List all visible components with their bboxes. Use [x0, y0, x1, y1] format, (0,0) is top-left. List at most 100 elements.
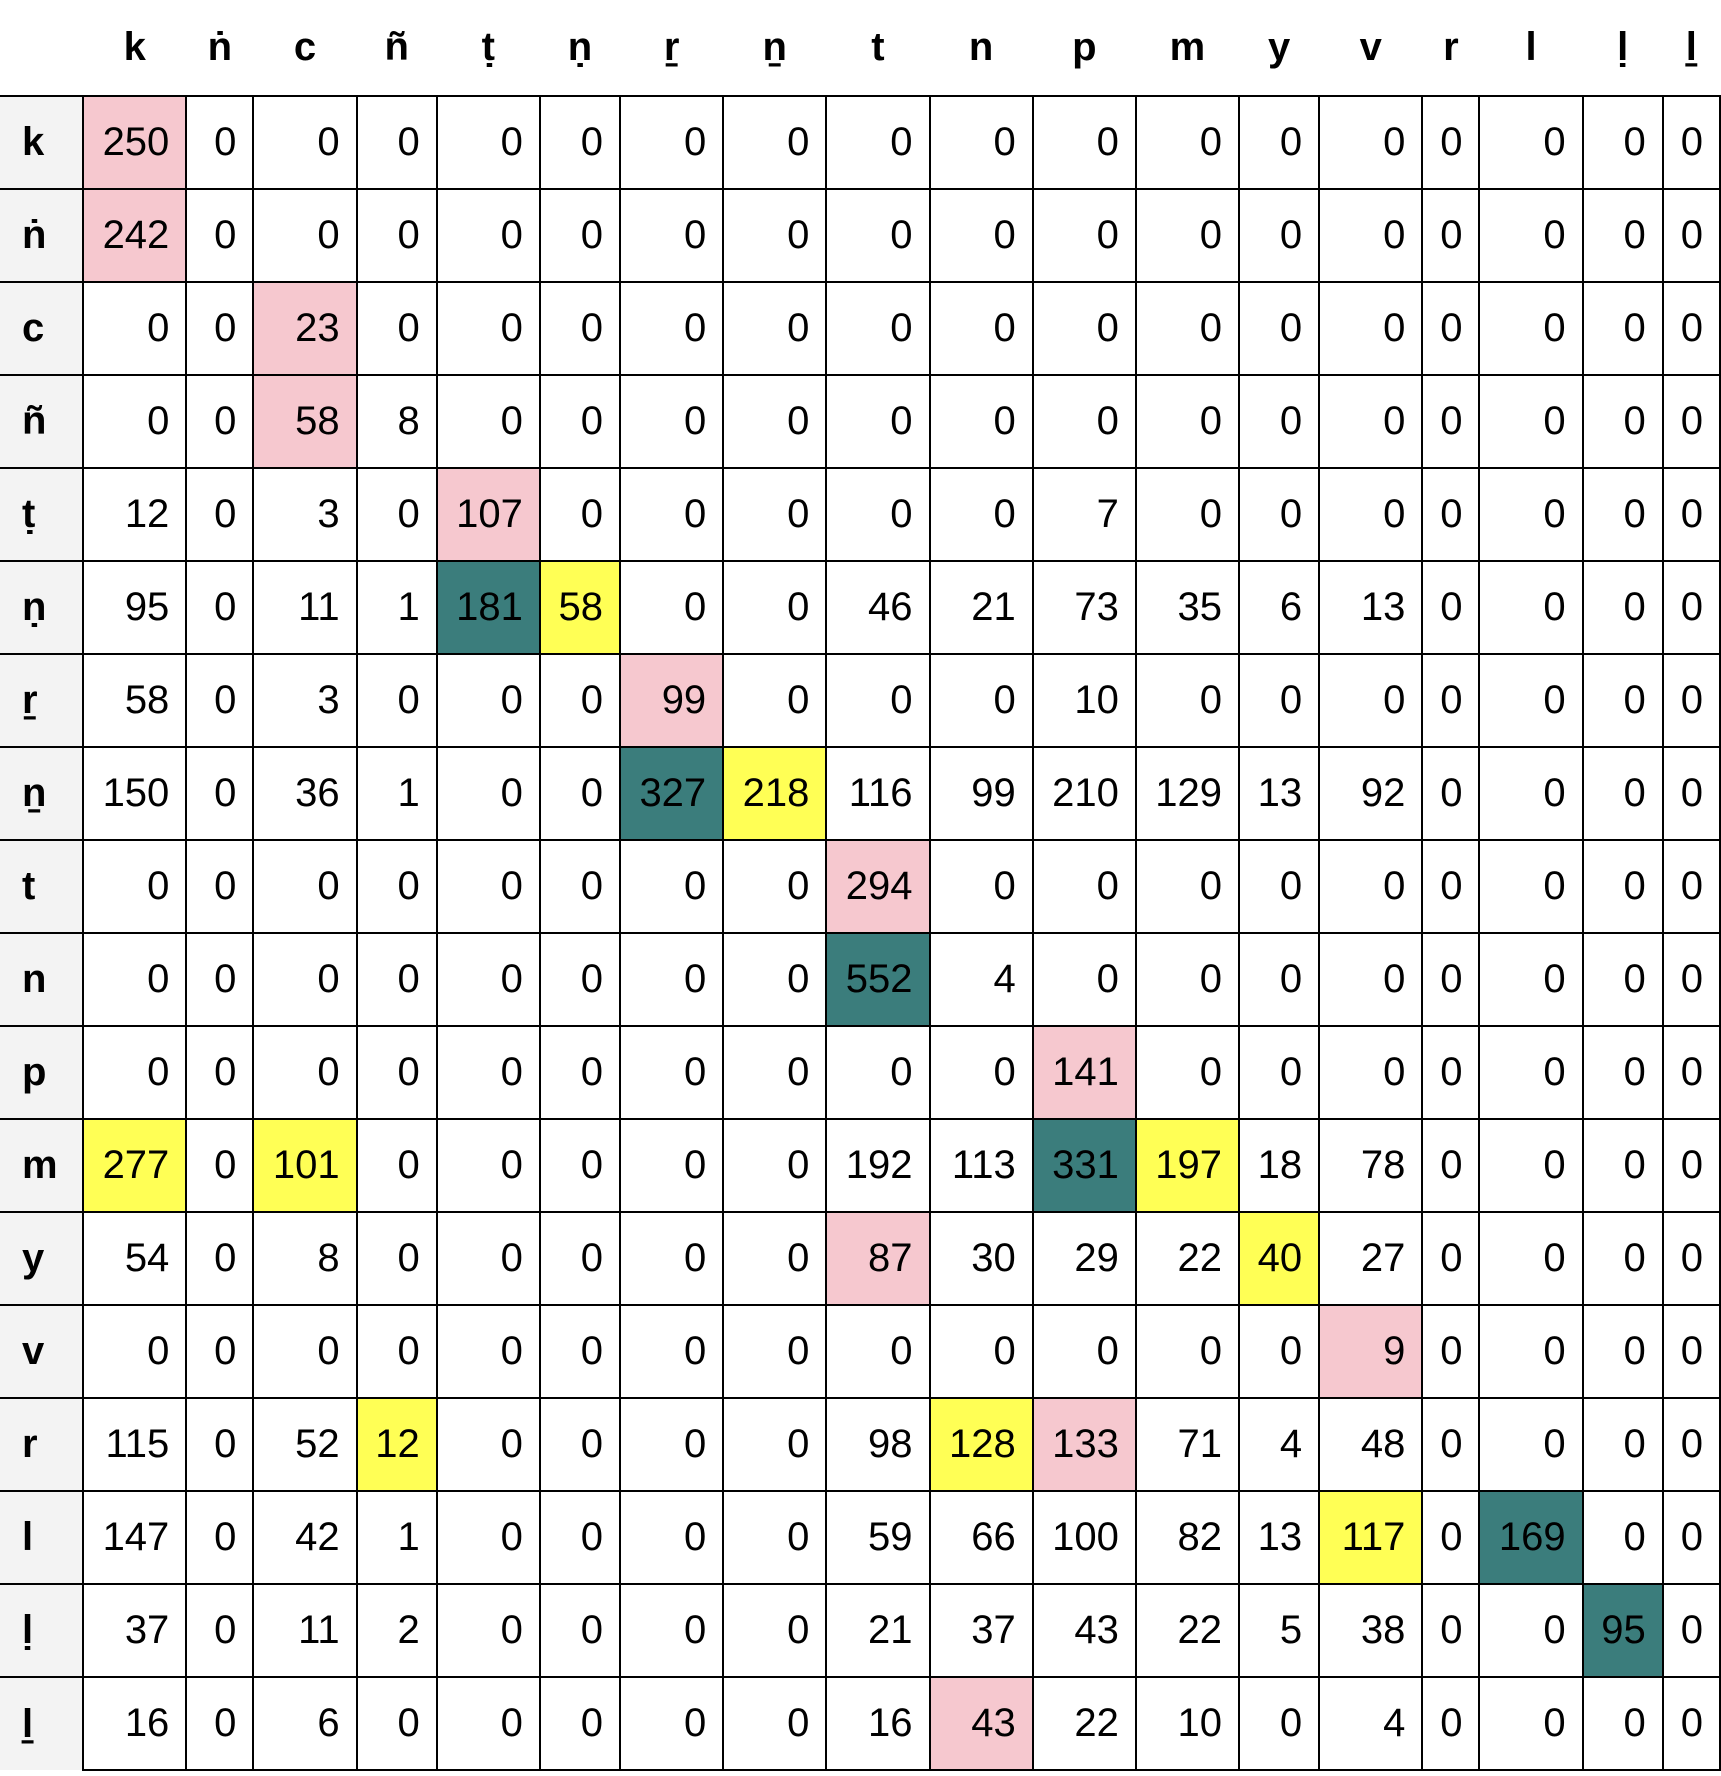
table-row: p 0 0 0 0 0 0 0 0 0 0 141 0 0 0 0 0 0 0: [0, 1025, 1721, 1120]
matrix-cell: 0: [619, 1211, 725, 1306]
matrix-cell: 0: [185, 1304, 255, 1399]
matrix-cell: 0: [538, 1676, 622, 1771]
matrix-cell: 210: [1031, 746, 1137, 841]
row-header: c: [0, 281, 84, 375]
matrix-cell: 331: [1031, 1118, 1137, 1213]
matrix-cell: 0: [1478, 932, 1584, 1027]
matrix-cell: 8: [355, 374, 438, 469]
matrix-cell: 147: [82, 1490, 188, 1585]
row-header: ṉ: [0, 746, 84, 840]
matrix-cell: 0: [538, 1583, 622, 1678]
table-row: m 277 0 101 0 0 0 0 0 192 113 331 197 18 78 0 0 0 0: [0, 1118, 1721, 1213]
matrix-cell: 4: [928, 932, 1034, 1027]
corner-cell: [0, 0, 84, 97]
matrix-cell: 23: [252, 281, 358, 376]
matrix-cell: 0: [619, 1397, 725, 1492]
matrix-cell: 0: [1478, 1118, 1584, 1213]
matrix-cell: 0: [355, 1676, 438, 1771]
matrix-cell: 22: [1031, 1676, 1137, 1771]
matrix-cell: 0: [1478, 560, 1584, 655]
matrix-cell: 0: [1421, 653, 1481, 748]
matrix-cell: 0: [1478, 1211, 1584, 1306]
matrix-cell: 0: [619, 1676, 725, 1771]
matrix-cell: 0: [1031, 1304, 1137, 1399]
matrix-cell: 0: [1421, 746, 1481, 841]
matrix-cell: 10: [1031, 653, 1137, 748]
matrix-cell: 0: [1134, 95, 1241, 190]
matrix-cell: 95: [82, 560, 188, 655]
matrix-cell: 5: [1238, 1583, 1321, 1678]
matrix-cell: 0: [1661, 1583, 1721, 1678]
matrix-cell: 58: [538, 560, 622, 655]
table-row: ṉ 150 0 36 1 0 0 327 218 116 99 210 129 13 92 0 0 0 0: [0, 746, 1721, 841]
matrix-cell: 0: [1421, 839, 1481, 934]
matrix-cell: 0: [185, 839, 255, 934]
matrix-cell: 0: [185, 95, 255, 190]
matrix-cell: 100: [1031, 1490, 1137, 1585]
matrix-cell: 0: [538, 467, 622, 562]
matrix-cell: 0: [435, 188, 541, 283]
matrix-cell: 0: [538, 95, 622, 190]
row-header: ṇ: [0, 560, 84, 654]
matrix-cell: 0: [1661, 839, 1721, 934]
matrix-cell: 0: [185, 374, 255, 469]
matrix-cell: 0: [722, 1211, 828, 1306]
column-header: m: [1135, 0, 1240, 97]
matrix-cell: 0: [82, 1025, 188, 1120]
matrix-cell: 0: [185, 281, 255, 376]
table-row: y 54 0 8 0 0 0 0 0 87 30 29 22 40 27 0 0 0 0: [0, 1211, 1721, 1306]
matrix-cell: 0: [185, 932, 255, 1027]
matrix-cell: 0: [1318, 1025, 1424, 1120]
column-header: v: [1319, 0, 1423, 97]
column-header: ñ: [356, 0, 437, 97]
matrix-cell: 0: [722, 839, 828, 934]
matrix-cell: 6: [252, 1676, 358, 1771]
matrix-cell: 0: [1581, 95, 1664, 190]
matrix-cell: 16: [82, 1676, 188, 1771]
matrix-cell: 54: [82, 1211, 188, 1306]
matrix-body: k 250 0 0 0 0 0 0 0 0 0 0 0 0 0 0 0 0 0 ṅ 242 0 0 0 0 0 0 0 0 0 0 0 0 0 0 0…: [0, 95, 1721, 1771]
matrix-cell: 0: [722, 932, 828, 1027]
matrix-cell: 0: [252, 1025, 358, 1120]
row-header: ṭ: [0, 467, 84, 561]
matrix-cell: 0: [1031, 374, 1137, 469]
matrix-cell: 0: [1661, 932, 1721, 1027]
matrix-cell: 0: [1134, 839, 1241, 934]
matrix-cell: 0: [435, 1025, 541, 1120]
matrix-cell: 0: [928, 467, 1034, 562]
row-header: ṅ: [0, 188, 84, 282]
matrix-cell: 0: [619, 932, 725, 1027]
matrix-cell: 0: [185, 1118, 255, 1213]
matrix-cell: 73: [1031, 560, 1137, 655]
matrix-cell: 95: [1581, 1583, 1664, 1678]
matrix-cell: 0: [722, 1676, 828, 1771]
matrix-cell: 218: [722, 746, 828, 841]
matrix-cell: 0: [252, 839, 358, 934]
matrix-cell: 0: [185, 188, 255, 283]
matrix-cell: 169: [1478, 1490, 1584, 1585]
matrix-cell: 0: [1134, 467, 1241, 562]
matrix-cell: 0: [825, 653, 931, 748]
matrix-cell: 12: [355, 1397, 438, 1492]
matrix-cell: 0: [1581, 746, 1664, 841]
row-header: r: [0, 1397, 84, 1491]
matrix-cell: 0: [1581, 374, 1664, 469]
matrix-cell: 0: [928, 839, 1034, 934]
matrix-cell: 0: [825, 95, 931, 190]
column-header: c: [253, 0, 357, 97]
column-header: ṉ: [723, 0, 827, 97]
matrix-cell: 0: [722, 1397, 828, 1492]
matrix-cell: 117: [1318, 1490, 1424, 1585]
matrix-cell: 0: [185, 1583, 255, 1678]
table-row: ḻ 16 0 6 0 0 0 0 0 16 43 22 10 0 4 0 0 0 0: [0, 1676, 1721, 1771]
matrix-cell: 0: [1421, 1304, 1481, 1399]
matrix-cell: 277: [82, 1118, 188, 1213]
matrix-cell: 99: [619, 653, 725, 748]
matrix-cell: 0: [1134, 932, 1241, 1027]
matrix-cell: 0: [1134, 374, 1241, 469]
matrix-cell: 0: [722, 188, 828, 283]
matrix-cell: 0: [1238, 1676, 1321, 1771]
matrix-cell: 0: [1478, 467, 1584, 562]
matrix-cell: 0: [1478, 95, 1584, 190]
matrix-cell: 0: [1581, 1676, 1664, 1771]
